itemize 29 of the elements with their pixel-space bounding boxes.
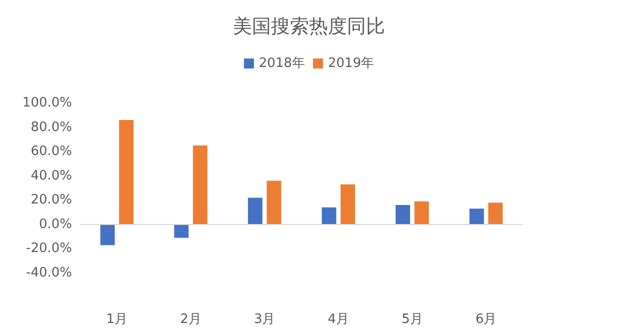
bar	[469, 208, 484, 224]
bar	[322, 207, 336, 224]
bar	[119, 120, 134, 224]
x-tick-label: 2月	[180, 312, 202, 327]
bar	[396, 205, 410, 224]
y-tick-label: 60.0%	[30, 144, 72, 160]
y-tick-label: -40.0%	[26, 266, 72, 280]
y-tick-label: 100.0%	[22, 96, 72, 110]
bar	[248, 198, 262, 224]
legend-label: 2018年	[258, 56, 306, 71]
chart-title: 美国搜索热度同比	[233, 16, 385, 38]
y-tick-label: 40.0%	[30, 168, 72, 184]
bar	[174, 224, 189, 238]
y-tick-label: 0.0%	[38, 216, 72, 232]
bar	[192, 146, 208, 224]
x-tick-label: 6月	[475, 312, 497, 327]
y-tick-label: -20.0%	[26, 241, 72, 256]
x-tick-label: 3月	[254, 312, 276, 327]
bar	[340, 184, 356, 224]
bar	[414, 201, 429, 224]
x-tick-label: 4月	[328, 312, 350, 327]
bar	[488, 202, 503, 224]
legend-label: 2019年	[328, 56, 374, 71]
x-tick-label: 1月	[106, 312, 128, 327]
bar	[100, 224, 115, 246]
y-tick-label: 20.0%	[30, 192, 72, 208]
bar	[266, 180, 282, 224]
y-tick-label: 80.0%	[30, 120, 72, 135]
x-tick-label: 5月	[402, 312, 423, 327]
